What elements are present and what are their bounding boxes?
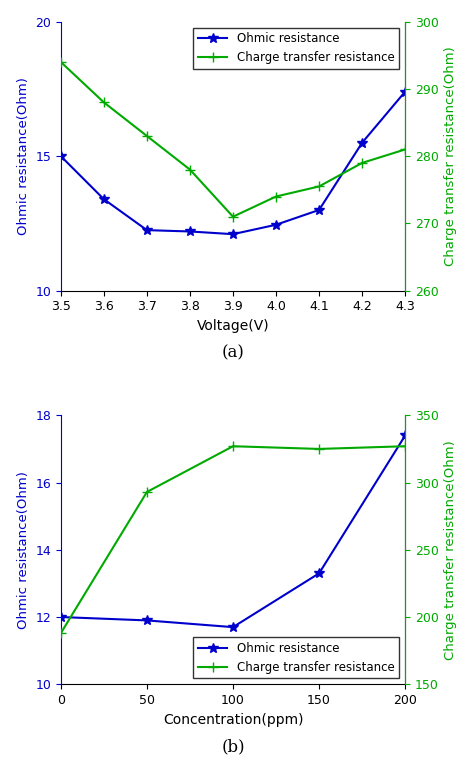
Y-axis label: Ohmic resistance(Ohm): Ohmic resistance(Ohm) xyxy=(17,77,30,235)
Charge transfer resistance xyxy=(230,442,236,451)
Text: (b): (b) xyxy=(221,738,245,755)
Ohmic resistance xyxy=(273,220,279,229)
Ohmic resistance xyxy=(316,205,322,215)
Charge transfer resistance xyxy=(187,165,193,174)
Charge transfer resistance xyxy=(316,445,322,454)
Legend: Ohmic resistance, Charge transfer resistance: Ohmic resistance, Charge transfer resist… xyxy=(193,637,399,679)
Charge transfer resistance xyxy=(273,192,279,201)
Line: Charge transfer resistance: Charge transfer resistance xyxy=(56,442,410,638)
Y-axis label: Ohmic resistance(Ohm): Ohmic resistance(Ohm) xyxy=(17,471,30,628)
Line: Ohmic resistance: Ohmic resistance xyxy=(56,86,410,239)
Charge transfer resistance xyxy=(144,131,150,141)
Ohmic resistance xyxy=(316,569,322,578)
Ohmic resistance xyxy=(230,229,236,239)
Line: Charge transfer resistance: Charge transfer resistance xyxy=(56,57,410,222)
Charge transfer resistance xyxy=(402,442,408,451)
Charge transfer resistance xyxy=(316,181,322,191)
Text: (a): (a) xyxy=(221,344,245,361)
Ohmic resistance xyxy=(402,431,408,440)
X-axis label: Voltage(V): Voltage(V) xyxy=(197,319,269,333)
Y-axis label: Charge transfer resistance(Ohm): Charge transfer resistance(Ohm) xyxy=(444,440,457,660)
Ohmic resistance xyxy=(101,195,107,204)
Charge transfer resistance xyxy=(359,158,365,168)
Ohmic resistance xyxy=(187,227,193,236)
Charge transfer resistance xyxy=(58,57,64,66)
Ohmic resistance xyxy=(58,151,64,161)
Legend: Ohmic resistance, Charge transfer resistance: Ohmic resistance, Charge transfer resist… xyxy=(193,28,399,69)
Ohmic resistance xyxy=(144,225,150,235)
X-axis label: Concentration(ppm): Concentration(ppm) xyxy=(163,713,303,726)
Charge transfer resistance xyxy=(58,628,64,638)
Charge transfer resistance xyxy=(144,487,150,496)
Ohmic resistance xyxy=(230,622,236,631)
Ohmic resistance xyxy=(58,612,64,621)
Charge transfer resistance xyxy=(402,145,408,154)
Ohmic resistance xyxy=(144,616,150,625)
Y-axis label: Charge transfer resistance(Ohm): Charge transfer resistance(Ohm) xyxy=(444,46,457,266)
Ohmic resistance xyxy=(359,138,365,147)
Line: Ohmic resistance: Ohmic resistance xyxy=(56,431,410,632)
Charge transfer resistance xyxy=(230,212,236,222)
Ohmic resistance xyxy=(402,87,408,96)
Charge transfer resistance xyxy=(101,98,107,107)
